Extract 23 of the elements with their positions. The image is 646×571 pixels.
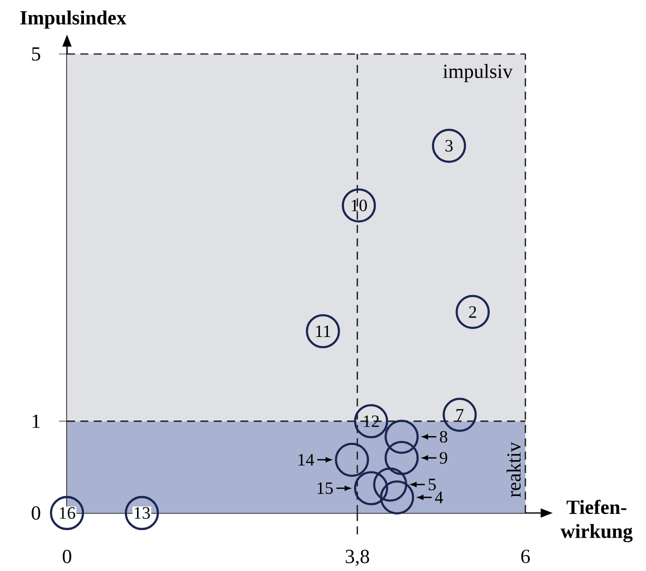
y-tick-label: 1 <box>32 414 40 428</box>
x-tick-label: 3,8 <box>346 550 370 566</box>
annotation: 15 <box>318 482 333 494</box>
x-tick-label: 6 <box>521 550 530 564</box>
band-label: impulsiv <box>443 64 513 82</box>
annotation: 10 <box>352 200 367 212</box>
annotation: 2 <box>469 306 476 318</box>
annotation: 14 <box>298 454 314 466</box>
x-axis-title: Tiefen-wirkung <box>560 500 633 542</box>
annotation: 13 <box>134 507 150 520</box>
annotation: 9 <box>440 452 448 464</box>
annotation: 3 <box>446 140 453 152</box>
annotation: 7 <box>456 409 464 421</box>
annotation: 8 <box>440 431 448 443</box>
annotation: 11 <box>316 326 330 338</box>
annotation: 4 <box>434 492 444 504</box>
band-label: reaktiv <box>506 442 521 498</box>
y-tick-label: 0 <box>32 506 40 520</box>
annotation: 16 <box>60 507 76 520</box>
annotation: 5 <box>428 479 436 491</box>
y-tick-label: 5 <box>32 48 40 61</box>
x-tick-label: 0 <box>62 550 72 564</box>
y-axis-title: Impulsindex <box>20 10 126 29</box>
